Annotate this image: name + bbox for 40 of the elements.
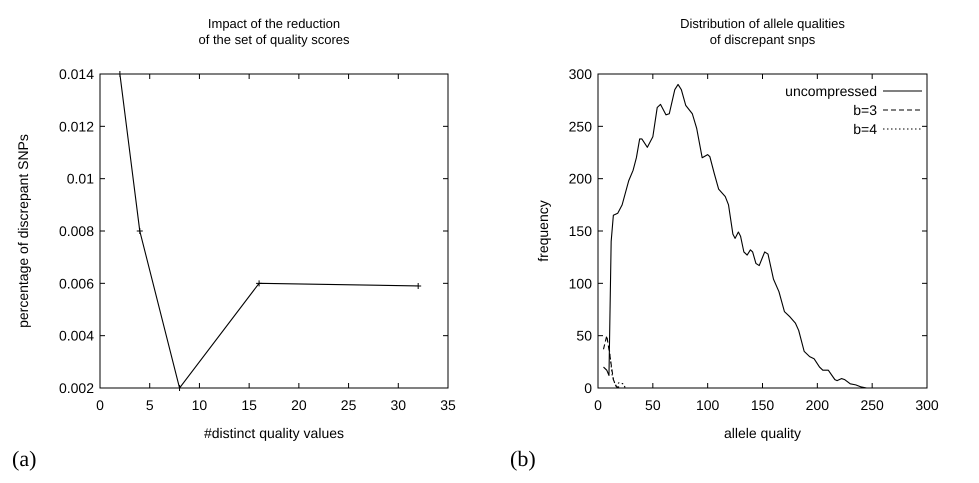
y-tick-label: 0.006 [58, 275, 94, 292]
x-tick-label: 250 [860, 397, 884, 413]
x-tick-label: 15 [241, 397, 258, 413]
x-tick-label: 0 [96, 397, 104, 413]
x-tick-label: 50 [645, 397, 661, 413]
y-tick-label: 50 [576, 328, 592, 344]
chart-title: Distribution of allele qualities of discrepant snps [680, 16, 846, 47]
y-axis-title: percentage of discrepant SNPs [15, 134, 31, 328]
y-tick-label: 0.004 [58, 328, 94, 344]
y-axis-title: frequency [535, 200, 551, 262]
x-tick-label: 5 [146, 397, 154, 413]
text: (b) [510, 446, 536, 471]
y-tick-label: 0.01 [66, 170, 94, 187]
y-tick-label: 300 [568, 66, 592, 82]
legend-label: b=3 [853, 102, 878, 118]
legend-label: b=4 [853, 121, 878, 137]
x-tick-label: 30 [390, 397, 406, 413]
y-tick-label: 100 [568, 275, 592, 292]
x-tick-label: 25 [340, 397, 357, 413]
y-tick-label: 150 [568, 223, 592, 239]
y-tick-label: 0.014 [58, 66, 94, 82]
y-tick-label: 0 [584, 380, 592, 396]
y-tick-label: 200 [568, 170, 592, 187]
y-tick-label: 0.002 [58, 380, 94, 396]
chart-title: Impact of the reduction of the set of quality scores [198, 16, 350, 47]
x-tick-label: 0 [594, 397, 602, 413]
x-axis-title: #distinct quality values [204, 425, 344, 441]
x-tick-label: 200 [806, 397, 830, 413]
y-tick-label: 0.012 [58, 118, 94, 134]
x-tick-label: 20 [291, 397, 307, 413]
x-tick-label: 300 [915, 397, 939, 413]
y-tick-label: 0.008 [58, 223, 94, 239]
x-tick-label: 150 [750, 397, 774, 413]
y-tick-label: 250 [568, 118, 592, 134]
x-tick-label: 35 [440, 397, 456, 413]
x-tick-label: 10 [192, 397, 208, 413]
text: (a) [12, 446, 36, 471]
legend-label: uncompressed [785, 83, 877, 99]
x-axis-title: allele quality [724, 425, 802, 441]
x-tick-label: 100 [696, 397, 720, 413]
